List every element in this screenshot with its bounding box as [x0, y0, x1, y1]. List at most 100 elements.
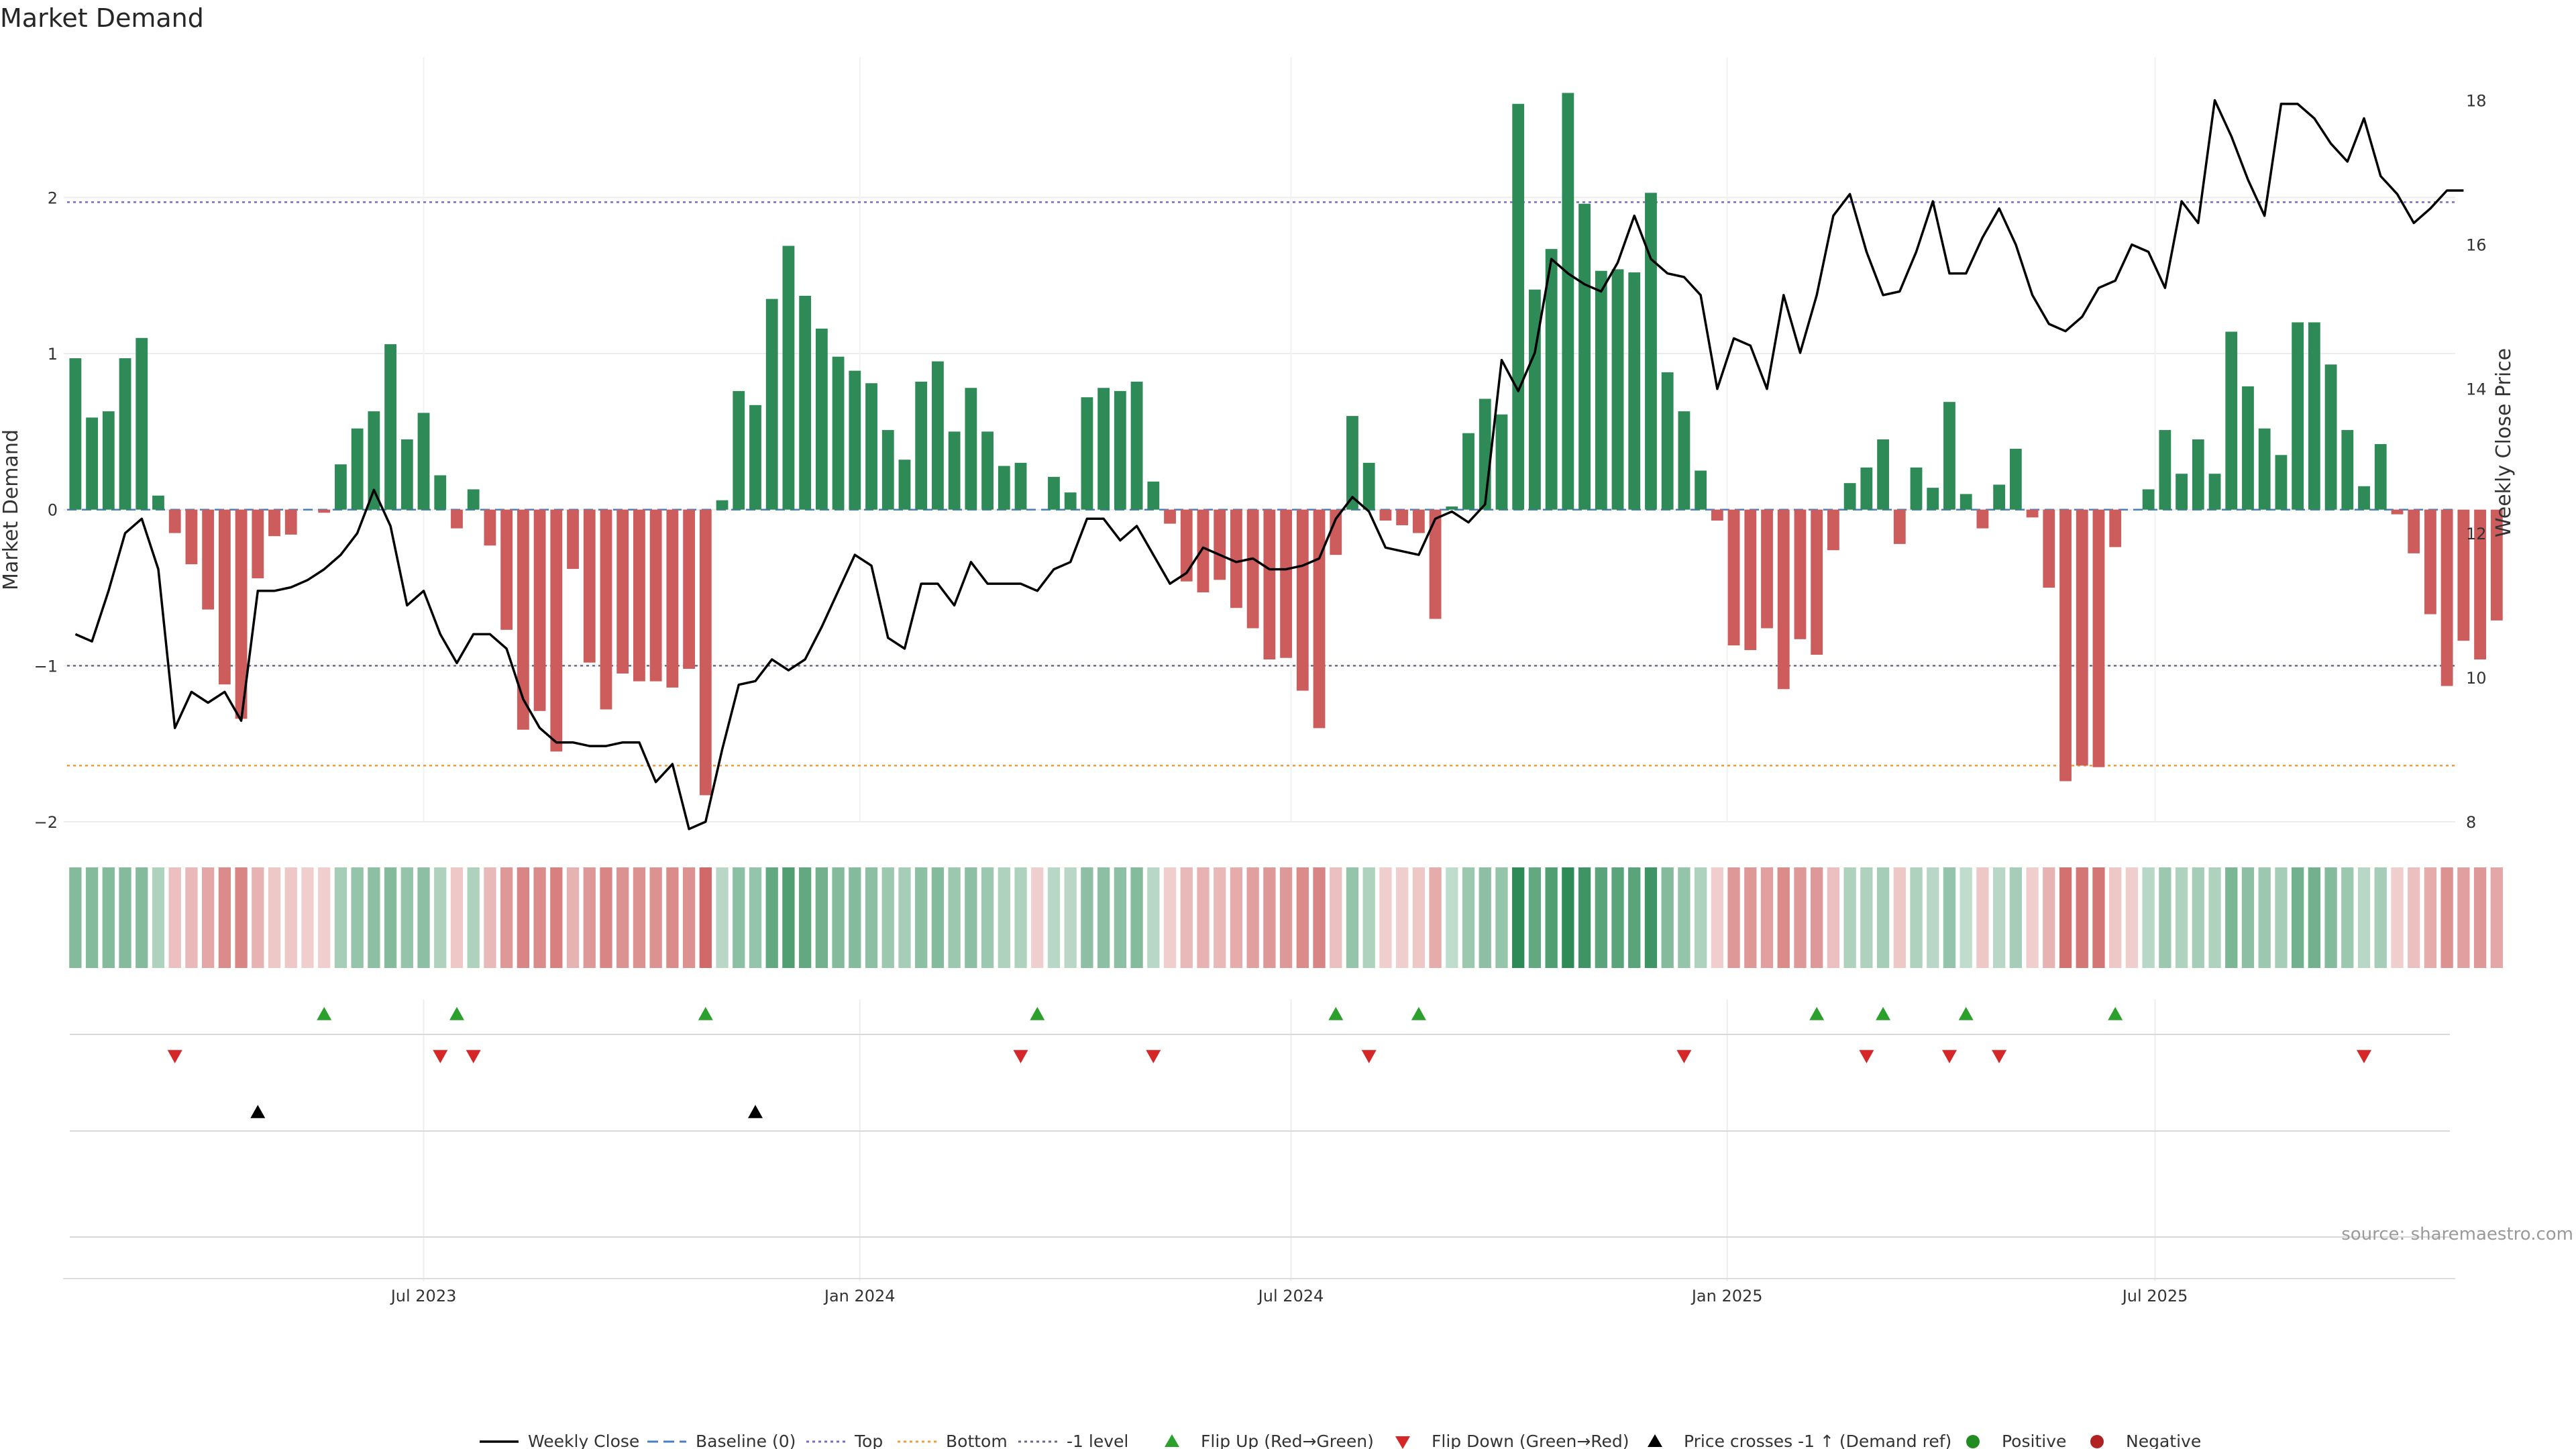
demand-bar-positive — [1479, 398, 1491, 510]
heat-strip-cell — [1744, 867, 1757, 968]
heat-strip-cell — [1760, 867, 1774, 968]
demand-bar-negative — [550, 509, 563, 752]
left-tick-label: 2 — [48, 189, 58, 207]
demand-bar-positive — [136, 337, 148, 510]
heat-strip-cell — [517, 867, 530, 968]
heat-strip-cell — [1562, 867, 1574, 968]
demand-bar-positive — [2192, 439, 2204, 510]
demand-bar-positive — [2308, 322, 2320, 510]
heat-strip-cell — [2324, 867, 2337, 968]
demand-bar-negative — [1429, 509, 1442, 619]
demand-bar-negative — [1164, 509, 1176, 524]
demand-bar-positive — [1562, 93, 1574, 510]
heat-strip-cell — [616, 867, 629, 968]
heat-strip-cell — [85, 867, 99, 968]
heat-strip-cell — [1893, 867, 1906, 968]
heat-strip-cell — [1843, 867, 1856, 968]
heat-strip-cell — [1230, 867, 1243, 968]
demand-bar-positive — [898, 460, 911, 510]
demand-bar-positive — [1993, 484, 2006, 510]
demand-bar-negative — [1396, 509, 1409, 525]
heat-strip-cell — [1346, 867, 1359, 968]
heat-strip-cell — [2291, 867, 2304, 968]
heat-strip-cell — [1661, 867, 1674, 968]
legend-label: Top — [854, 1432, 883, 1449]
x-tick-label: Jan 2025 — [1690, 1287, 1763, 1305]
heat-strip-cell — [168, 867, 181, 968]
demand-bar-positive — [1097, 388, 1110, 510]
flip-up-marker — [1411, 1007, 1426, 1020]
demand-bar-negative — [583, 509, 596, 663]
demand-bar-negative — [2043, 509, 2055, 588]
demand-bar-positive — [1877, 439, 1889, 510]
demand-bar-negative — [1296, 509, 1309, 691]
heat-strip-cell — [467, 867, 480, 968]
heat-strip-cell — [1362, 867, 1375, 968]
demand-bar-positive — [1081, 397, 1093, 510]
left-axis-label: Market Demand — [0, 429, 23, 590]
demand-bar-positive — [1147, 481, 1160, 510]
heat-strip-cell — [1114, 867, 1127, 968]
flip-up-marker — [2108, 1007, 2123, 1020]
demand-bar-positive — [865, 383, 877, 510]
demand-bar-positive — [2374, 443, 2387, 510]
heat-strip-cell — [2473, 867, 2487, 968]
flip-up-marker — [317, 1007, 332, 1020]
heat-strip-cell — [1097, 867, 1110, 968]
heat-strip-cell — [218, 867, 231, 968]
heat-strip-cell — [1976, 867, 1989, 968]
heat-strip-cell — [1214, 867, 1226, 968]
demand-bar-positive — [1910, 467, 1923, 510]
heat-strip-cell — [1246, 867, 1259, 968]
heat-strip-cell — [152, 867, 165, 968]
demand-bar-negative — [1313, 509, 1326, 729]
heat-strip-cell — [1512, 867, 1525, 968]
heat-strip-cell — [849, 867, 861, 968]
weekly-close-line — [74, 99, 2464, 830]
demand-bar-positive — [1595, 270, 1607, 510]
heat-strip-cell — [318, 867, 331, 968]
demand-bar-negative — [202, 509, 215, 610]
legend-label: Bottom — [946, 1432, 1008, 1449]
heat-strip-cell — [881, 867, 894, 968]
heat-strip-cell — [1263, 867, 1276, 968]
demand-bar-positive — [1860, 467, 1873, 510]
heat-strip-cell — [1992, 867, 2006, 968]
heat-strip-cell — [2440, 867, 2453, 968]
heat-strip-cell — [1528, 867, 1542, 968]
demand-bar-negative — [318, 509, 331, 513]
flip-down-marker — [1942, 1050, 1957, 1063]
heat-strip-cell — [2308, 867, 2321, 968]
heat-strip-cell — [2391, 867, 2404, 968]
demand-bar-negative — [1330, 509, 1342, 555]
heat-strip-cell — [351, 867, 364, 968]
heat-strip-cell — [1678, 867, 1690, 968]
demand-bar-positive — [1048, 476, 1060, 510]
heat-strip-cell — [1064, 867, 1077, 968]
demand-bar-positive — [799, 295, 812, 510]
heat-strip-cell — [716, 867, 729, 968]
heat-strip-cell — [1395, 867, 1409, 968]
demand-bar-positive — [2009, 448, 2022, 510]
legend-label: Negative — [2126, 1432, 2201, 1449]
demand-bar-negative — [500, 509, 513, 630]
right-tick-label: 8 — [2466, 813, 2476, 832]
heat-strip-cell — [1711, 867, 1724, 968]
demand-bar-positive — [417, 413, 430, 510]
demand-bar-positive — [119, 358, 131, 510]
demand-bar-positive — [102, 411, 115, 510]
demand-bar-positive — [1695, 470, 1707, 510]
heat-strip-cell — [699, 867, 712, 968]
demand-bar-positive — [86, 417, 98, 510]
heat-strip-cell — [201, 867, 215, 968]
demand-bar-negative — [533, 509, 546, 711]
demand-bar-positive — [1529, 289, 1541, 510]
demand-bar-positive — [832, 356, 845, 510]
demand-bar-positive — [2292, 322, 2304, 510]
demand-bar-positive — [1346, 416, 1358, 510]
price-cross-marker — [748, 1105, 763, 1118]
demand-bar-negative — [2076, 509, 2088, 766]
demand-bar-negative — [633, 509, 645, 682]
heat-strip-cell — [765, 867, 778, 968]
heat-strip-cell — [2159, 867, 2171, 968]
